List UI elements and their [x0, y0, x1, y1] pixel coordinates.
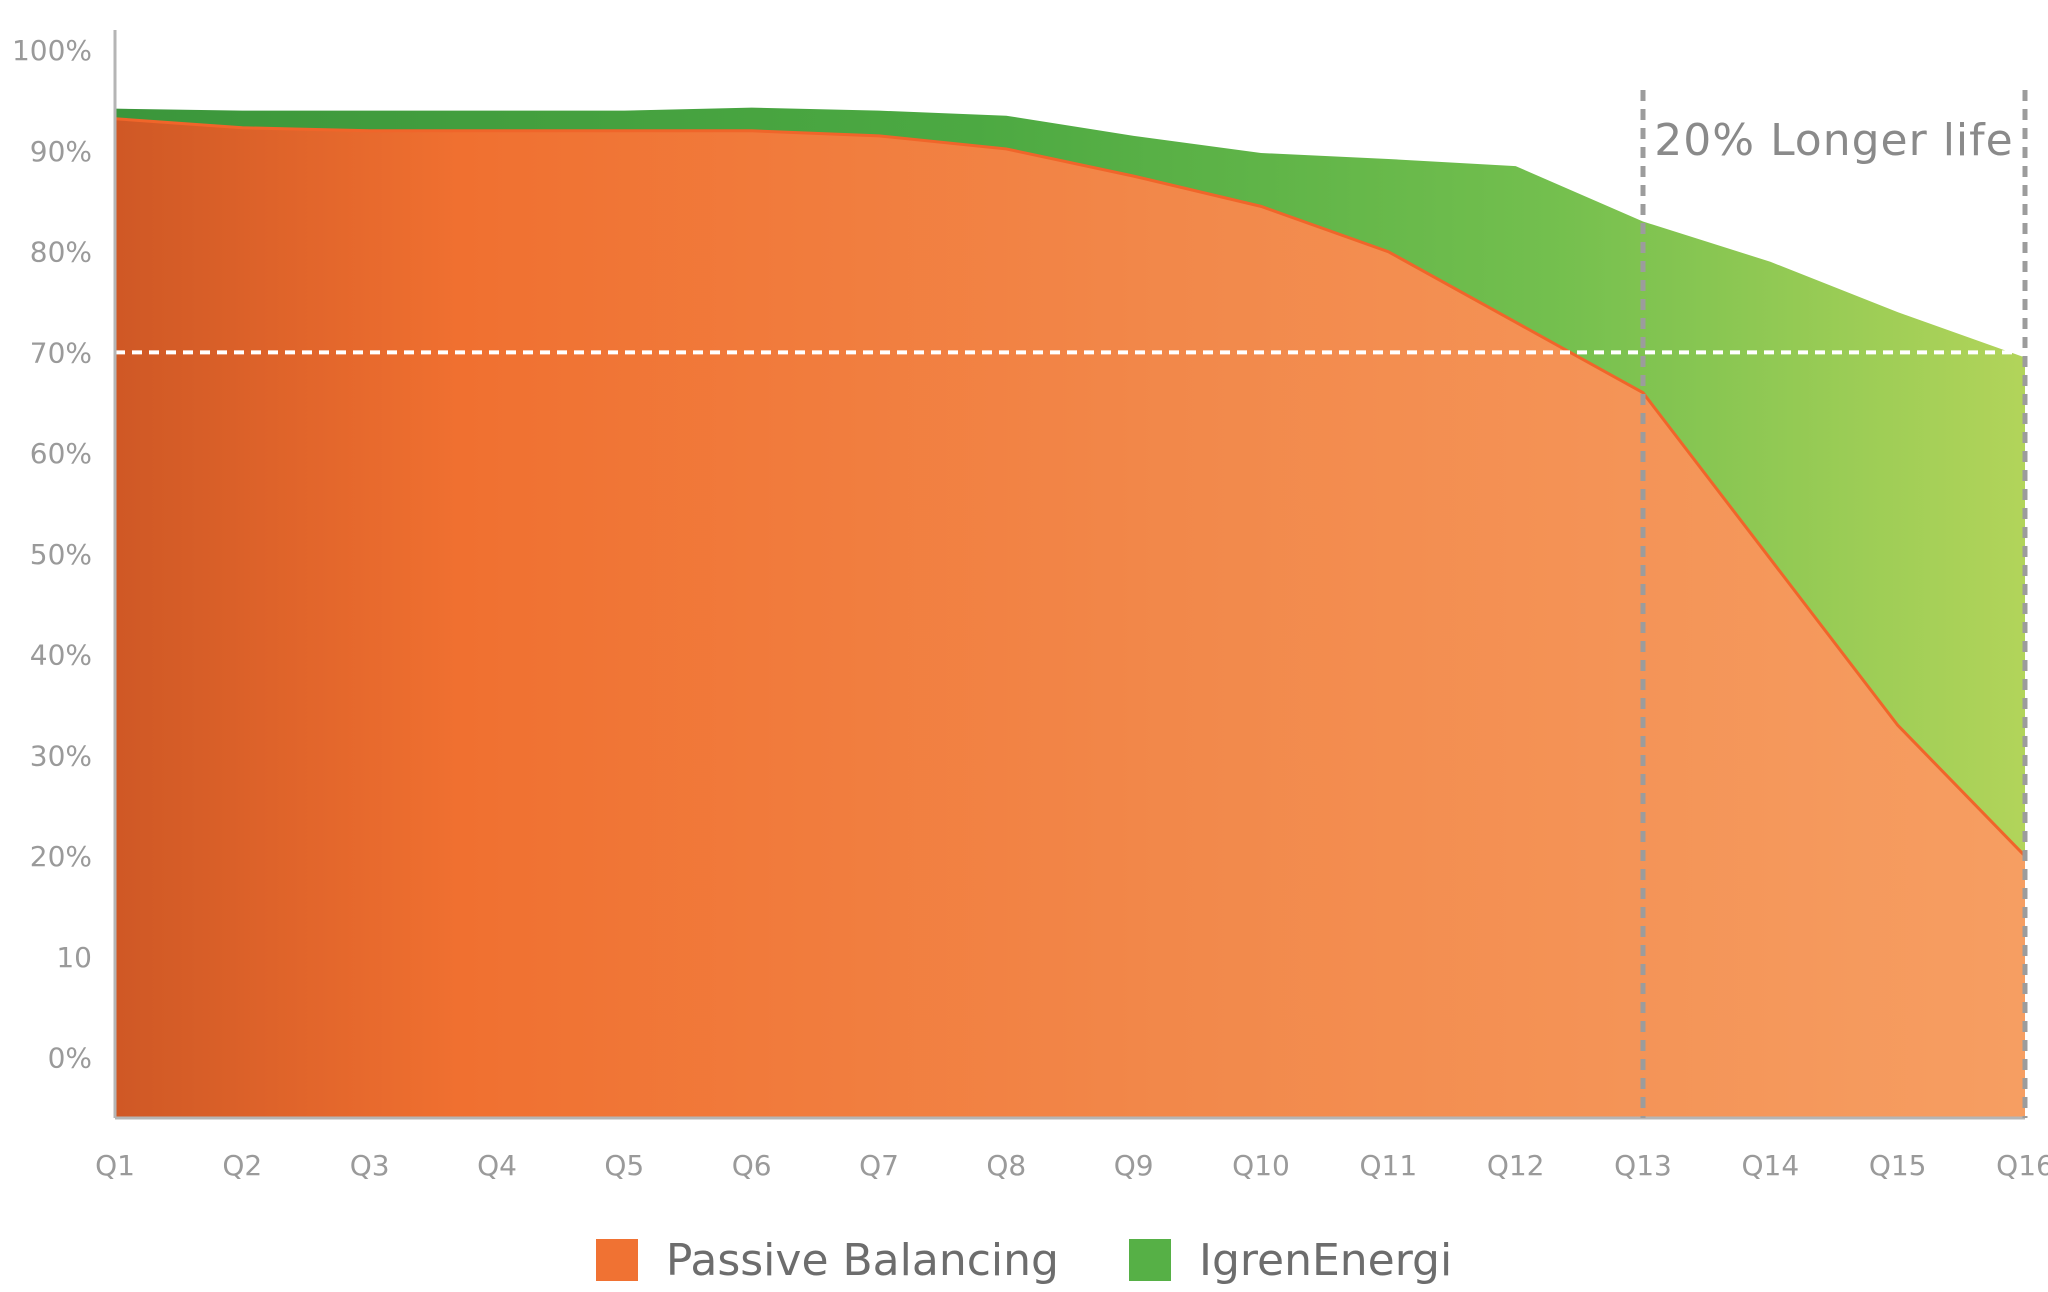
y-tick-label: 80% [30, 236, 92, 269]
x-tick-label-q5: Q5 [604, 1149, 644, 1182]
y-tick-label: 70% [30, 336, 92, 369]
line-passive-balancing [114, 117, 2027, 858]
legend-label-passive-balancing: Passive Balancing [665, 1234, 1059, 1286]
area-passive-balancing [115, 118, 2025, 1119]
area-chart: 100%90%80%70%60%50%40%30%20%100%Q1 Q2 Q3 Q4… [12, 30, 2048, 1182]
x-tick-label-q13: Q13 [1614, 1149, 1672, 1182]
x-tick-label-q6: Q6 [732, 1149, 772, 1182]
y-tick-label: 30% [30, 739, 92, 772]
x-tick-label-q11: Q11 [1359, 1149, 1417, 1182]
y-tick-label: 0% [48, 1042, 92, 1075]
x-tick-label-q4: Q4 [477, 1149, 517, 1182]
legend-label-igrenenergi: IgrenEnergi [1198, 1234, 1453, 1286]
y-tick-label: 90% [30, 135, 92, 168]
y-tick-label: 10 [56, 941, 92, 974]
legend: Passive Balancing IgrenEnergi [0, 1228, 2048, 1292]
y-tick-label: 40% [30, 639, 92, 672]
annotation-label: 20% Longer life [1654, 115, 2013, 166]
y-tick-label: 60% [30, 437, 92, 470]
x-tick-label-q3: Q3 [350, 1149, 390, 1182]
x-tick-label-q9: Q9 [1114, 1149, 1154, 1182]
x-tick-label-q8: Q8 [986, 1149, 1026, 1182]
x-tick-label-q15: Q15 [1869, 1149, 1927, 1182]
legend-item-igrenenergi[interactable]: IgrenEnergi [1128, 1234, 1453, 1286]
y-tick-label: 50% [30, 538, 92, 571]
legend-swatch-igrenenergi [1128, 1239, 1171, 1281]
x-tick-label-q7: Q7 [859, 1149, 899, 1182]
x-tick-label-q2: Q2 [222, 1149, 262, 1182]
x-tick-label-q16: Q16 [1996, 1149, 2048, 1182]
y-tick-label: 100% [12, 34, 92, 67]
legend-item-passive-balancing[interactable]: Passive Balancing [595, 1234, 1059, 1286]
y-tick-label: 20% [30, 840, 92, 873]
x-tick-label-q14: Q14 [1741, 1149, 1799, 1182]
x-tick-label-q12: Q12 [1487, 1149, 1545, 1182]
x-tick-label-q1: Q1 [95, 1149, 135, 1182]
x-tick-label-q10: Q10 [1232, 1149, 1290, 1182]
legend-swatch-passive-balancing [595, 1239, 638, 1281]
